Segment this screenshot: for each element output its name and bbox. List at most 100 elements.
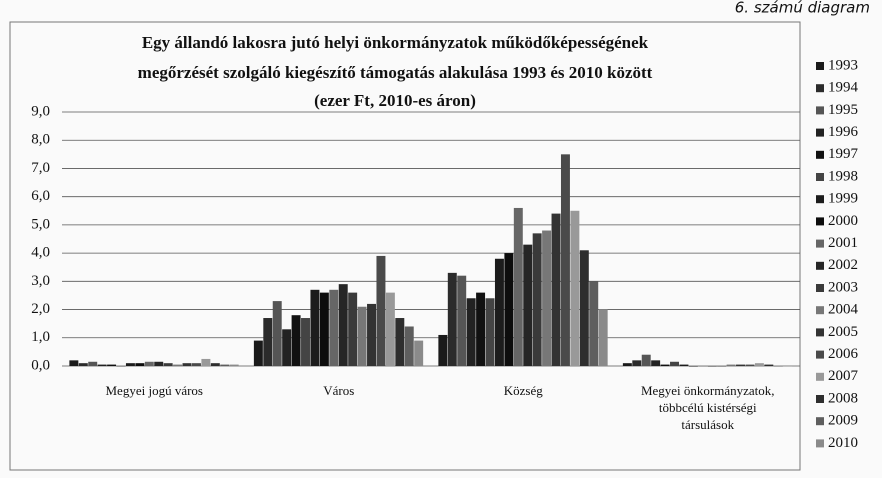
y-tick-label: 7,0 (31, 160, 50, 176)
bar (338, 284, 348, 366)
bar (395, 318, 405, 366)
y-tick-label: 2,0 (31, 301, 50, 317)
legend-swatch (816, 350, 824, 359)
bar (173, 364, 183, 366)
bar (726, 364, 736, 366)
legend-swatch (816, 62, 824, 70)
bar (466, 298, 476, 366)
bar (773, 366, 783, 367)
bar (348, 292, 358, 366)
legend-label: 1999 (828, 191, 858, 207)
legend-swatch (816, 328, 824, 337)
bar (504, 253, 514, 366)
bar (651, 360, 661, 366)
legend-swatch (816, 372, 824, 381)
legend-label: 2005 (828, 324, 858, 340)
legend-swatch (816, 395, 824, 403)
legend-label: 1996 (828, 124, 859, 140)
legend-swatch (816, 84, 824, 93)
y-tick-label: 1,0 (31, 329, 50, 345)
legend-swatch (816, 173, 824, 181)
y-tick-label: 9,0 (31, 103, 50, 119)
caption: 6. számú diagram (735, 0, 870, 17)
bar (253, 340, 263, 366)
bar (707, 366, 717, 367)
bar (717, 366, 727, 367)
bar (69, 360, 79, 366)
y-tick-label: 6,0 (31, 188, 50, 204)
legend-label: 2001 (828, 235, 858, 251)
legend-swatch (816, 439, 824, 448)
bar (560, 154, 570, 366)
bar (385, 292, 395, 366)
bar (764, 364, 774, 366)
title-line: (ezer Ft, 2010-es áron) (314, 91, 476, 110)
bar (660, 364, 670, 366)
legend-swatch (816, 150, 824, 159)
bar (201, 358, 211, 366)
y-tick-label: 0,0 (31, 357, 50, 373)
bar (191, 363, 201, 366)
x-tick-label: Város (323, 383, 355, 398)
bar (144, 361, 154, 366)
bar (485, 298, 495, 366)
legend-swatch (816, 195, 824, 204)
legend-swatch (816, 261, 824, 270)
y-tick-label: 4,0 (31, 245, 50, 261)
bar (698, 366, 708, 367)
legend-label: 2000 (828, 213, 858, 229)
bar (163, 363, 173, 366)
bar (357, 306, 367, 366)
bar (641, 354, 651, 366)
bar (182, 363, 192, 366)
bar (622, 363, 632, 366)
bar (78, 363, 88, 366)
bar (116, 366, 126, 367)
legend-label: 2008 (828, 390, 858, 406)
bar (319, 292, 329, 366)
legend-label: 1995 (828, 102, 858, 118)
bar (632, 360, 642, 366)
frame (9, 21, 801, 471)
bar (88, 361, 98, 366)
bar (783, 366, 793, 367)
legend-label: 2009 (828, 413, 858, 429)
legend-label: 1994 (828, 80, 859, 96)
bar (670, 361, 679, 366)
bar (736, 364, 745, 366)
legend-label: 2003 (828, 279, 858, 295)
x-tick-label: Megyei jogú város (105, 383, 203, 398)
legend-swatch (816, 239, 824, 248)
bar (263, 318, 273, 366)
legend-label: 2006 (828, 346, 859, 362)
bar (542, 230, 552, 366)
title-line: megőrzését szolgáló kiegészítő támogatás… (138, 63, 653, 82)
bar (494, 258, 504, 366)
legend-label: 1998 (828, 168, 858, 184)
bar (523, 244, 533, 366)
legend-label: 2010 (828, 435, 858, 451)
bar (589, 281, 599, 366)
bar (570, 210, 580, 366)
legend-label: 2002 (828, 257, 858, 273)
bar (310, 289, 320, 366)
title-line: Egy állandó lakosra jutó helyi önkormány… (142, 33, 649, 52)
bar (688, 366, 698, 367)
legend-swatch (816, 128, 824, 137)
bar (376, 255, 386, 366)
bar (107, 364, 117, 366)
legend-swatch (816, 217, 824, 226)
x-tick-label: Megyei önkormányzatok, többcélú kistérsé… (640, 383, 775, 432)
bar (447, 272, 457, 366)
bar (598, 309, 608, 366)
bar (220, 364, 230, 366)
bar (404, 326, 414, 366)
y-tick-label: 8,0 (31, 132, 50, 148)
bar (229, 364, 239, 366)
bar (754, 363, 764, 366)
bar (579, 250, 589, 366)
x-tick-label: Község (503, 383, 543, 398)
bar (282, 329, 292, 366)
